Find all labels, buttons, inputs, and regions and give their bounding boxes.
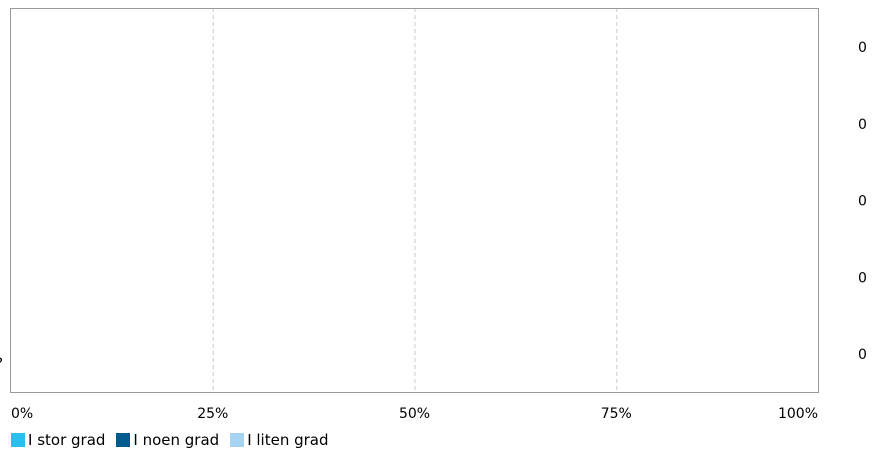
row-total-label: 0 xyxy=(858,117,867,133)
x-axis-tick-labels: 0% 25% 50% 75% 100% xyxy=(11,406,818,422)
x-tick-label: 100% xyxy=(778,406,818,422)
x-tick-label: 75% xyxy=(601,406,632,422)
legend-label: I liten grad xyxy=(247,431,329,449)
legend-item: I liten grad xyxy=(230,431,329,449)
x-tick-label: 0% xyxy=(11,406,33,422)
legend-label: I stor grad xyxy=(28,431,106,449)
legend-item: I stor grad xyxy=(11,431,105,449)
x-tick-label: 50% xyxy=(399,406,430,422)
row-total-label: 0 xyxy=(858,270,867,286)
row-total-label: 0 xyxy=(858,194,867,210)
legend-swatch xyxy=(11,433,25,447)
legend-swatch xyxy=(116,433,131,447)
legend: I stor grad I noen grad I liten grad xyxy=(11,431,340,449)
grid-lines xyxy=(212,8,618,392)
row-total-labels: 0 0 0 0 0 xyxy=(858,40,867,363)
legend-item: I noen grad xyxy=(116,431,219,449)
row-total-label: 0 xyxy=(858,40,867,56)
x-tick-label: 25% xyxy=(197,406,228,422)
legend-label: I noen grad xyxy=(133,431,220,449)
category-labels: ? xyxy=(0,356,3,372)
category-label: ? xyxy=(0,356,3,372)
plot-area-frame xyxy=(10,8,819,393)
legend-swatch xyxy=(230,433,245,447)
row-total-label: 0 xyxy=(858,347,867,363)
